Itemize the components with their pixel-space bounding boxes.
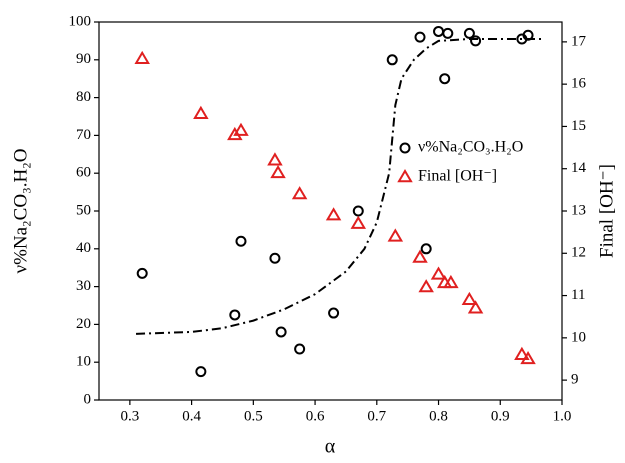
x-tick-label: 0.4 <box>182 408 201 424</box>
plot-frame <box>98 21 563 401</box>
point <box>414 31 426 43</box>
point <box>270 164 286 179</box>
point <box>520 351 536 365</box>
point <box>195 366 207 378</box>
point <box>412 249 428 263</box>
point <box>461 291 478 305</box>
y2-tick-label: 17 <box>571 33 587 49</box>
y2-tick-label: 9 <box>571 372 579 388</box>
y-tick-label: 0 <box>84 391 92 407</box>
point <box>233 122 249 136</box>
y-tick-label: 80 <box>76 89 91 105</box>
y-axis-label: ν%Na₂CO₃.H₂O <box>10 148 31 273</box>
y2-tick-label: 14 <box>571 160 587 176</box>
point <box>267 152 283 166</box>
y-tick-label: 70 <box>76 127 91 143</box>
point <box>229 309 241 321</box>
point <box>294 343 306 355</box>
point <box>136 267 148 279</box>
point <box>420 243 432 255</box>
fit-curve <box>136 38 544 335</box>
point <box>418 279 434 293</box>
x-axis-label: α <box>325 436 336 458</box>
point <box>443 274 459 289</box>
x-tick-label: 0.6 <box>306 408 325 424</box>
y-tick-label: 40 <box>76 240 91 256</box>
point <box>514 346 530 360</box>
point <box>386 54 398 66</box>
point <box>291 186 308 200</box>
point <box>433 25 445 37</box>
y2-tick-label: 12 <box>571 245 586 261</box>
legend-label: ν%Na₂CO₃.H₂O <box>418 139 523 156</box>
point <box>235 235 247 247</box>
legend-marker <box>399 142 411 154</box>
y-tick-label: 30 <box>76 278 91 294</box>
point <box>470 35 482 47</box>
point <box>134 50 150 64</box>
y2-tick-label: 10 <box>571 329 586 345</box>
point <box>275 326 287 338</box>
point <box>430 266 447 280</box>
y-tick-label: 90 <box>76 51 91 67</box>
point <box>387 228 404 242</box>
point <box>352 205 364 217</box>
y-tick-label: 20 <box>76 316 91 332</box>
x-tick-label: 0.9 <box>491 408 510 424</box>
y-tick-label: 100 <box>69 13 92 29</box>
y2-tick-label: 15 <box>571 118 586 134</box>
point <box>269 252 281 264</box>
x-tick-label: 0.8 <box>429 408 448 424</box>
point <box>442 27 454 39</box>
point <box>467 300 484 314</box>
point <box>325 207 342 221</box>
point <box>193 105 209 119</box>
legend-label: Final [OH⁻] <box>418 168 497 185</box>
y2-axis-label: Final [OH⁻] <box>596 164 617 258</box>
point <box>463 27 475 39</box>
y2-tick-label: 11 <box>571 287 585 303</box>
y-tick-label: 60 <box>76 165 91 181</box>
x-tick-label: 0.7 <box>367 408 386 424</box>
legend-marker <box>397 169 413 183</box>
y2-tick-label: 16 <box>571 76 587 92</box>
y-tick-label: 50 <box>76 202 91 218</box>
point <box>350 215 367 229</box>
point <box>439 73 451 85</box>
y2-tick-label: 13 <box>571 202 586 218</box>
x-tick-label: 1.0 <box>553 408 572 424</box>
y-tick-label: 10 <box>76 354 91 370</box>
x-tick-label: 0.3 <box>120 408 139 424</box>
x-tick-label: 0.5 <box>244 408 263 424</box>
point <box>328 307 340 319</box>
